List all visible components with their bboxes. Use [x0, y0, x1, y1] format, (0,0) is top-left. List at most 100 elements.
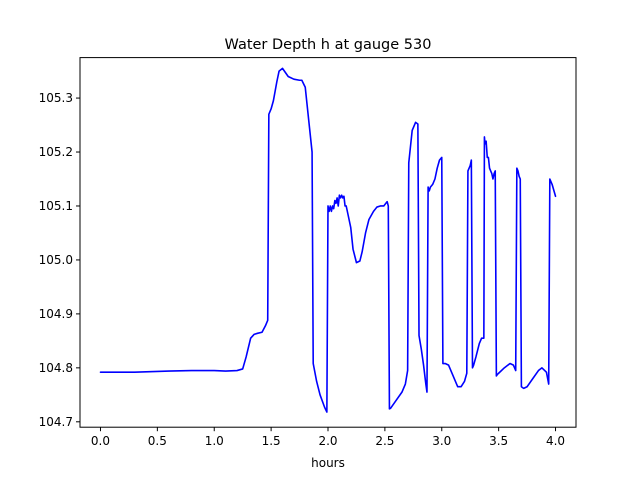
- data-point: [373, 211, 375, 213]
- data-point: [312, 363, 314, 365]
- data-point: [383, 205, 385, 207]
- x-tick-label: 3.0: [432, 434, 451, 448]
- data-point: [268, 113, 270, 115]
- data-point: [225, 370, 227, 372]
- data-point: [444, 363, 446, 365]
- data-point: [452, 375, 454, 377]
- data-point: [408, 162, 410, 164]
- data-point: [250, 337, 252, 339]
- x-tick-label: 2.5: [375, 434, 394, 448]
- data-point: [494, 170, 496, 172]
- data-point: [191, 370, 193, 372]
- y-tick-label: 104.9: [39, 307, 73, 321]
- data-point: [548, 383, 550, 385]
- data-point: [523, 388, 525, 390]
- data-point: [430, 186, 432, 188]
- x-tick-label: 2.0: [318, 434, 337, 448]
- data-point: [405, 383, 407, 385]
- data-point: [415, 122, 417, 124]
- data-point: [473, 364, 475, 366]
- data-point: [484, 143, 486, 145]
- series-layer: [99, 67, 557, 413]
- data-point: [332, 205, 334, 207]
- data-point: [168, 370, 170, 372]
- data-point: [276, 81, 278, 83]
- data-point: [489, 167, 491, 169]
- data-point: [273, 100, 275, 102]
- data-point: [417, 123, 419, 125]
- data-point: [339, 194, 341, 196]
- data-point: [282, 68, 284, 70]
- data-point: [343, 195, 345, 197]
- data-point: [311, 151, 313, 153]
- data-point: [427, 186, 429, 188]
- data-point: [436, 167, 438, 169]
- data-point: [350, 227, 352, 229]
- data-point: [236, 370, 238, 372]
- y-tick-label: 105.2: [39, 145, 73, 159]
- data-point: [509, 363, 511, 365]
- y-tick-label: 105.1: [39, 199, 73, 213]
- data-point: [261, 331, 263, 333]
- data-point: [100, 371, 102, 373]
- data-point: [515, 370, 517, 372]
- data-point: [361, 251, 363, 253]
- data-point: [387, 205, 389, 207]
- data-point: [253, 334, 255, 336]
- data-point: [337, 205, 339, 207]
- x-tick-label: 4.0: [546, 434, 565, 448]
- data-point: [352, 248, 354, 250]
- data-point: [386, 201, 388, 203]
- data-point: [518, 176, 520, 178]
- data-point: [391, 406, 393, 408]
- data-point: [516, 167, 518, 169]
- ticks-layer: 0.0 0.5 1.0 1.5 2.0 2.5 3.0 3.5 4.0 104.7 104.8 104…: [39, 91, 565, 448]
- data-point: [532, 378, 534, 380]
- data-point: [493, 173, 495, 175]
- data-point: [441, 157, 443, 159]
- data-point: [278, 70, 280, 72]
- data-point: [471, 159, 473, 161]
- data-point: [423, 364, 425, 366]
- data-point: [475, 356, 477, 358]
- data-point: [498, 372, 500, 374]
- data-point: [319, 394, 321, 396]
- data-point: [401, 391, 403, 393]
- data-point: [326, 411, 328, 413]
- data-point: [287, 76, 289, 78]
- plot-frame: [79, 57, 577, 428]
- data-point: [492, 178, 494, 180]
- data-point: [488, 157, 490, 159]
- x-tick-label: 0.5: [148, 434, 167, 448]
- data-point: [299, 79, 301, 81]
- data-point: [496, 375, 498, 377]
- data-point: [491, 173, 493, 175]
- data-point: [331, 211, 333, 213]
- x-axis-label: hours: [311, 456, 345, 470]
- data-point: [432, 184, 434, 186]
- data-point: [257, 333, 259, 335]
- data-point: [308, 119, 310, 121]
- data-point: [368, 219, 370, 221]
- data-point: [304, 86, 306, 88]
- x-tick-label: 1.5: [262, 434, 281, 448]
- data-point: [242, 368, 244, 370]
- data-point: [479, 343, 481, 345]
- data-point: [526, 386, 528, 388]
- data-point: [335, 202, 337, 204]
- data-point: [549, 178, 551, 180]
- data-point: [472, 367, 474, 369]
- data-point: [521, 386, 523, 388]
- y-tick-label: 105.0: [39, 253, 73, 267]
- data-point: [541, 367, 543, 369]
- data-point: [513, 364, 515, 366]
- x-tick-label: 1.0: [205, 434, 224, 448]
- data-point: [270, 108, 272, 110]
- data-point: [345, 205, 347, 207]
- data-point: [464, 381, 466, 383]
- data-point: [485, 140, 487, 142]
- data-point: [380, 205, 382, 207]
- data-point: [519, 178, 521, 180]
- data-point: [448, 364, 450, 366]
- data-point: [376, 206, 378, 208]
